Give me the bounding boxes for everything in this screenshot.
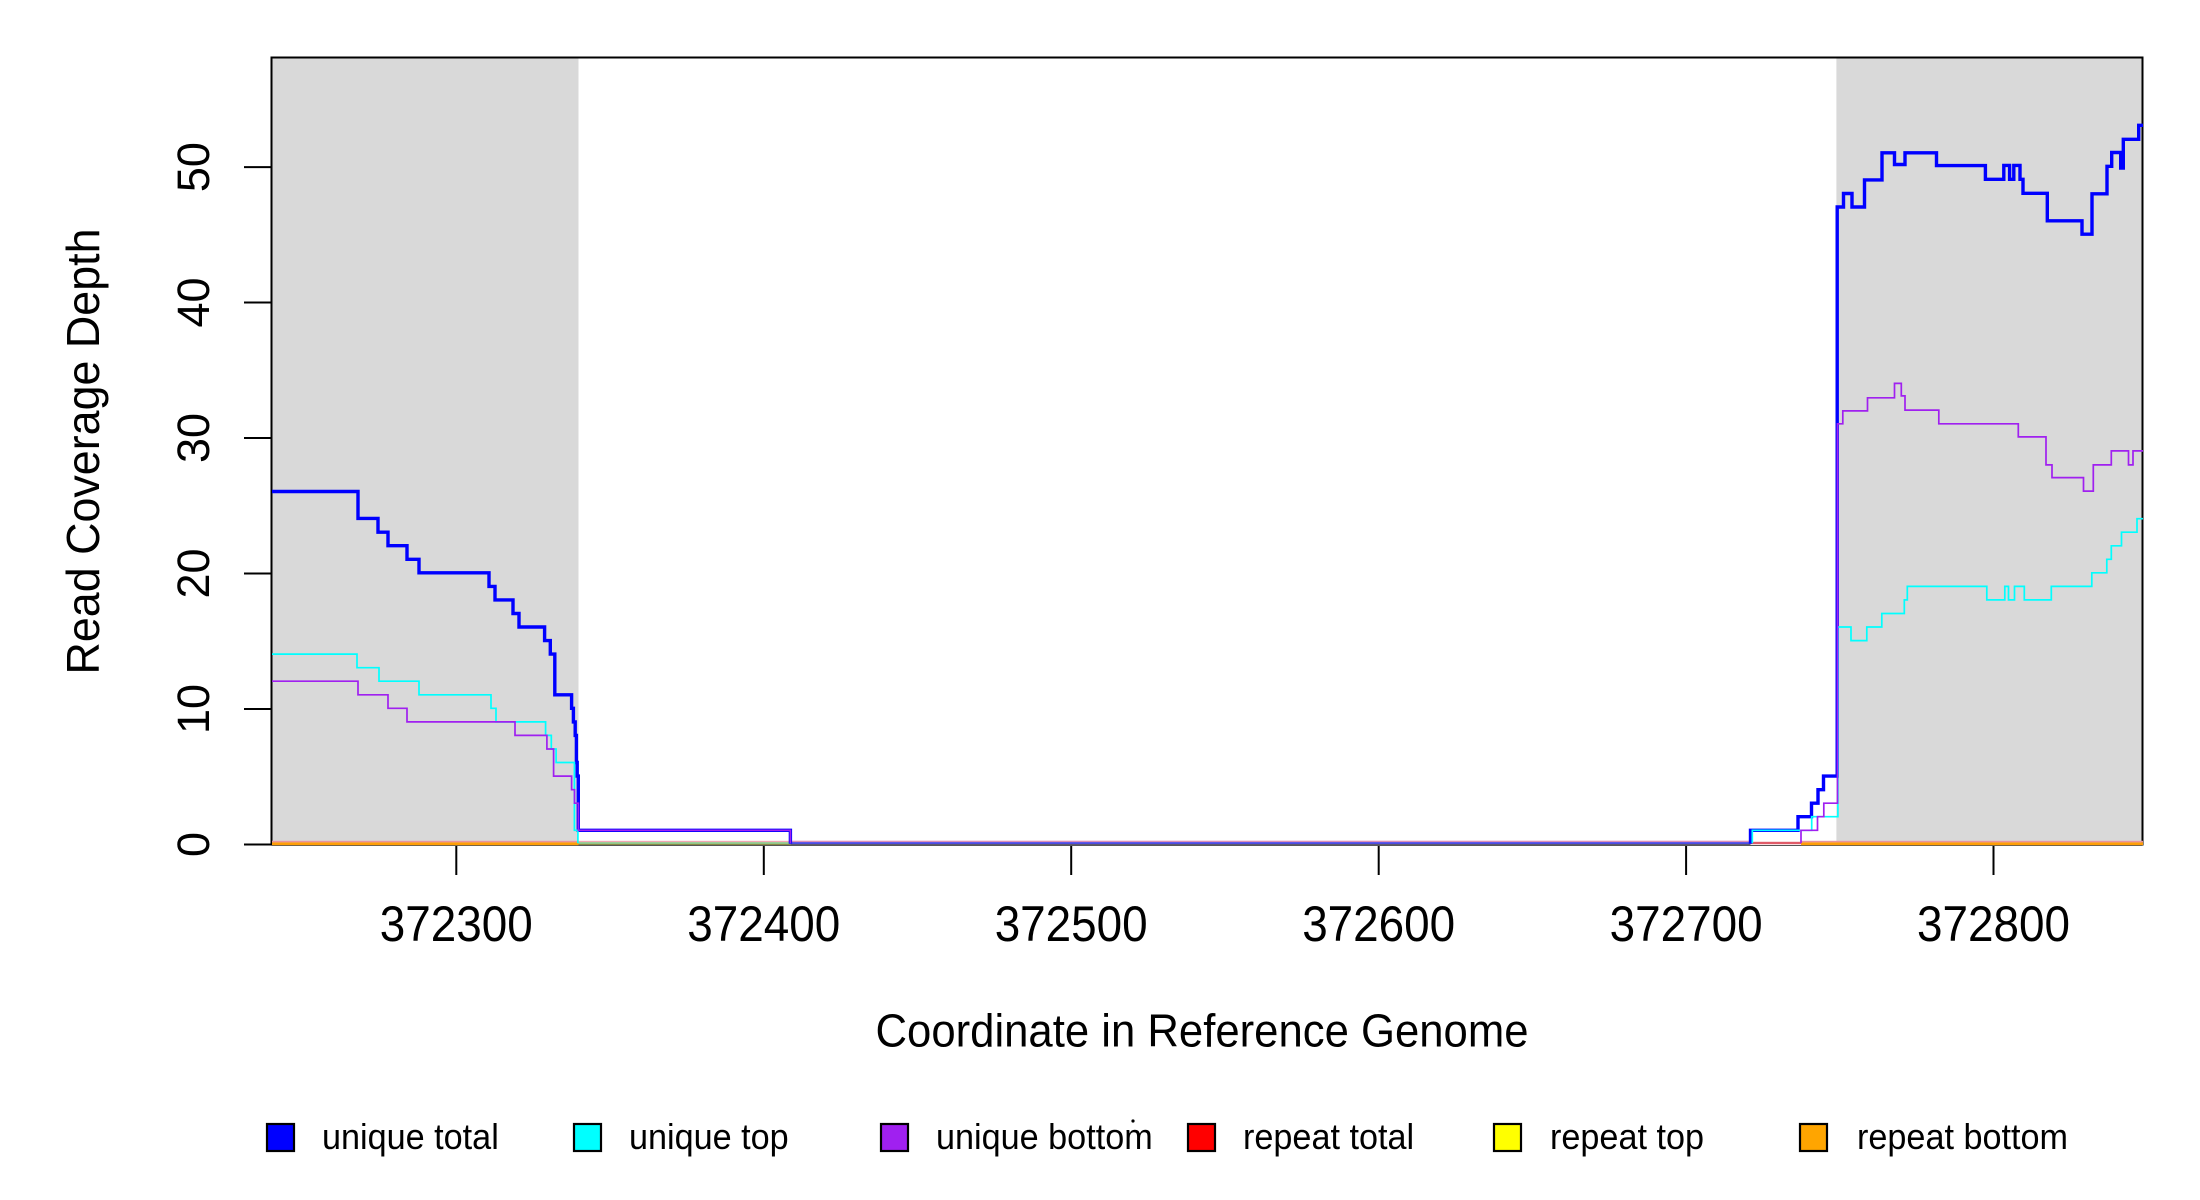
svg-text:repeat bottom: repeat bottom [1857, 1116, 2068, 1157]
svg-text:20: 20 [168, 548, 219, 598]
svg-text:repeat top: repeat top [1550, 1116, 1704, 1157]
svg-text:372800: 372800 [1917, 896, 2070, 952]
svg-text:Coordinate in Reference Genome: Coordinate in Reference Genome [876, 1005, 1529, 1057]
svg-text:repeat total: repeat total [1243, 1116, 1414, 1157]
svg-text:372500: 372500 [995, 896, 1148, 952]
svg-text:30: 30 [168, 413, 219, 463]
svg-text:372700: 372700 [1610, 896, 1763, 952]
svg-text:unique bottom: unique bottom [936, 1116, 1153, 1157]
svg-text:372300: 372300 [380, 896, 533, 952]
svg-text:10: 10 [168, 684, 219, 734]
svg-text:Read Coverage Depth: Read Coverage Depth [57, 229, 109, 675]
svg-text:50: 50 [168, 142, 219, 192]
svg-text:372600: 372600 [1302, 896, 1455, 952]
svg-text:0: 0 [168, 832, 219, 857]
svg-text:unique total: unique total [322, 1116, 499, 1157]
svg-text:unique top: unique top [629, 1116, 789, 1157]
svg-text:40: 40 [168, 277, 219, 327]
svg-text:372400: 372400 [687, 896, 840, 952]
